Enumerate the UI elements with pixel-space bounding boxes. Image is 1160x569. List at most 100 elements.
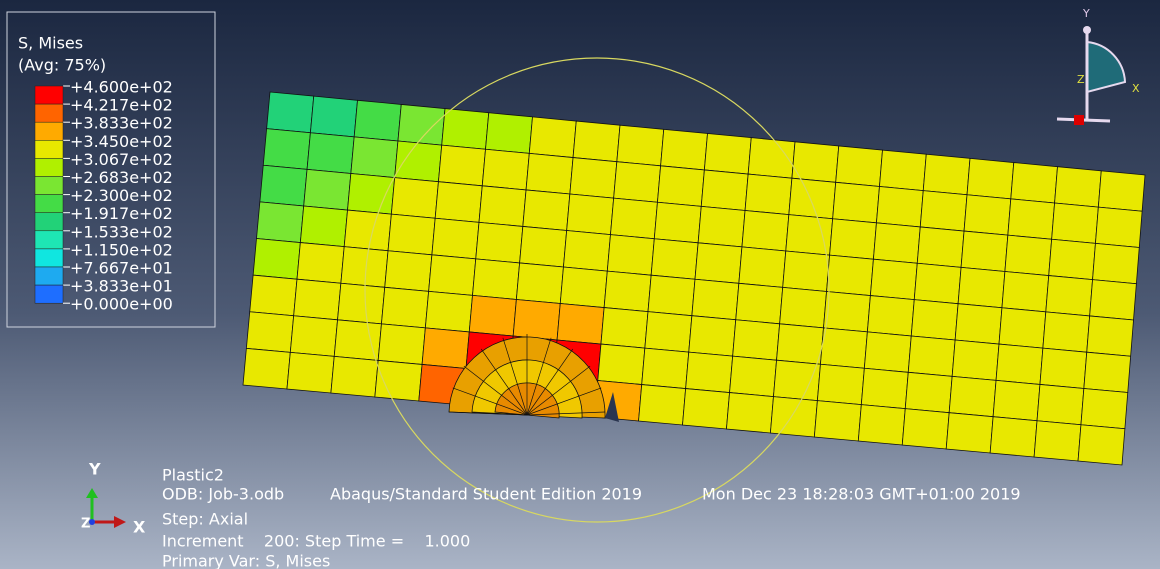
element [913,262,962,305]
element [769,396,818,438]
element [832,181,880,224]
element [262,128,311,170]
element [879,149,927,192]
element [353,99,402,142]
legend-label: +4.600e+02 [70,78,173,97]
element [735,282,784,325]
element [299,205,348,248]
element [773,359,821,402]
info-date: Mon Dec 23 18:28:03 GMT+01:00 2019 [702,485,1021,504]
triad-y: Y [1082,7,1090,20]
triad-top: Y X Z [1056,7,1140,125]
element [384,250,433,292]
element [613,161,662,203]
hole-edge [480,348,528,416]
element [340,246,389,288]
element [434,181,483,223]
element [694,242,743,284]
info-step: Step: Axial [162,510,248,529]
element [293,278,342,321]
element [606,234,655,276]
element [421,327,470,369]
element [644,311,693,353]
element [519,226,568,268]
element [826,254,874,296]
element [525,152,574,195]
element [296,242,345,284]
element [256,201,305,244]
hole-edge [448,411,528,416]
element [857,404,906,446]
element [1033,420,1082,462]
element [266,91,315,134]
element [309,95,358,138]
element [1077,424,1126,466]
element [916,226,965,268]
legend-label: +2.683e+02 [70,168,173,187]
info-title: Plastic2 [162,466,224,485]
element [647,274,696,317]
element [682,388,730,430]
element [387,213,436,256]
element [901,408,950,450]
axis-z: Z [81,517,90,532]
legend-swatch [34,212,64,232]
element [603,270,652,313]
element [688,315,737,357]
element [820,327,868,369]
element [337,282,386,325]
element [1039,347,1088,389]
element [528,116,577,158]
element [729,355,777,398]
element [638,384,687,426]
element [1051,202,1099,244]
element [559,266,608,309]
legend-label: +2.300e+02 [70,186,173,205]
element [860,367,909,410]
element [697,205,746,248]
hole-edge [526,337,552,416]
element [428,254,477,296]
legend-label: +7.667e+01 [70,259,173,278]
element [904,371,953,414]
element [1095,206,1143,248]
element [522,189,571,231]
element [691,278,740,321]
element [306,132,355,174]
element [330,355,379,398]
element [960,230,1009,272]
element [989,416,1038,458]
element [390,177,439,219]
legend-swatch [34,140,64,159]
legend-subtitle: (Avg: 75%) [18,56,106,75]
legend-swatch [34,85,64,105]
element [685,351,734,394]
legend-swatch [34,103,64,123]
element [431,217,480,260]
element [966,157,1015,200]
element [992,379,1041,422]
legend-swatch [34,266,64,286]
element [957,266,1006,309]
legend-label: +1.150e+02 [70,240,173,259]
element [242,347,291,390]
element [343,209,392,252]
element [829,218,877,260]
selection-circle [364,57,830,523]
legend-title: S, Mises [18,34,83,53]
legend-box [6,11,216,328]
element [394,140,443,183]
element [374,359,423,402]
element [703,133,752,175]
info-product: Abaqus/Standard Student Edition 2019 [330,485,642,504]
legend-label: +3.833e+01 [70,277,173,296]
hole-region [448,334,619,422]
element [998,307,1047,349]
element [569,157,618,199]
element [245,311,295,353]
element [515,262,564,304]
triad-z: Z [1077,73,1085,86]
element [475,221,524,264]
element [1086,315,1134,357]
